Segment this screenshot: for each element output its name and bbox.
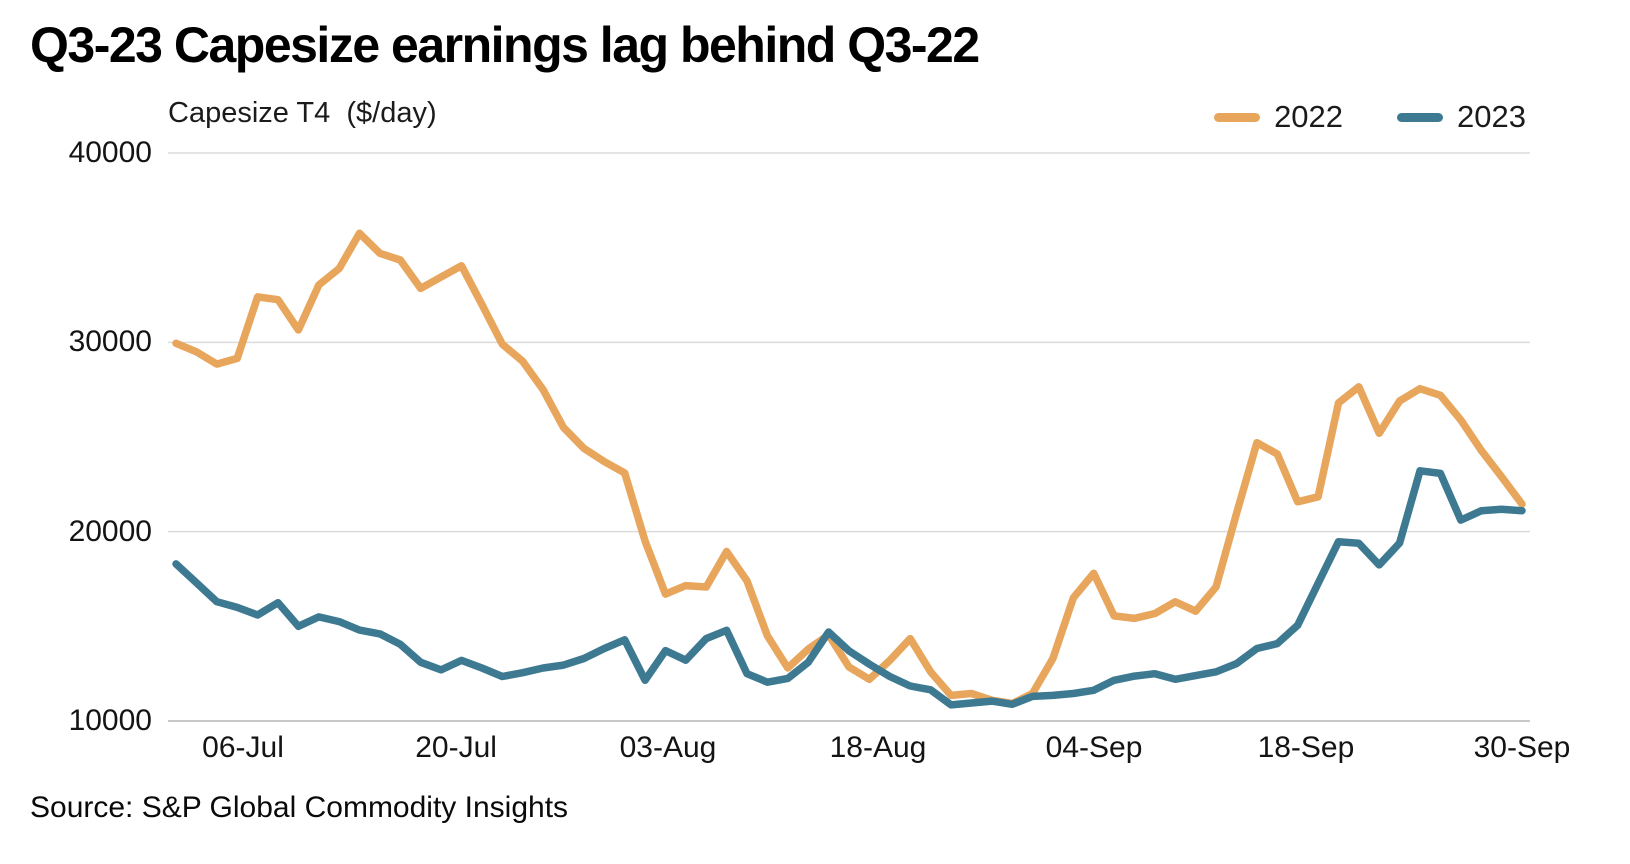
x-tick-label-06-Jul: 06-Jul <box>202 731 284 764</box>
series-line-2022 <box>172 229 1526 708</box>
legend: 2022 2023 <box>1214 94 1526 140</box>
x-tick-label-20-Jul: 20-Jul <box>415 731 497 764</box>
legend-label-2022: 2022 <box>1274 99 1344 134</box>
x-tick-label-04-Sep: 04-Sep <box>1045 731 1143 764</box>
x-tick-label-18-Sep: 18-Sep <box>1257 731 1355 764</box>
x-tick-label-30-Sep: 30-Sep <box>1473 731 1571 764</box>
y-tick-label-40000: 40000 <box>68 136 152 169</box>
y-tick-label-20000: 20000 <box>68 514 152 548</box>
x-tick-label-03-Aug: 03-Aug <box>619 731 717 764</box>
y-tick-label-10000: 10000 <box>68 704 152 737</box>
chart-title: Q3-23 Capesize earnings lag behind Q3-22 <box>30 17 980 73</box>
series-line-2023 <box>172 467 1526 709</box>
x-tick-label-18-Aug: 18-Aug <box>829 731 927 764</box>
legend-swatch-2022 <box>1214 112 1261 122</box>
legend-swatch-2023 <box>1397 112 1444 122</box>
y-tick-label-30000: 30000 <box>68 325 152 359</box>
legend-item-2023: 2023 <box>1397 99 1526 135</box>
legend-label-2023: 2023 <box>1457 99 1526 134</box>
legend-item-2022: 2022 <box>1214 99 1343 135</box>
y-axis-title: Capesize T4 ($/day) <box>168 97 437 129</box>
source-note: Source: S&P Global Commodity Insights <box>30 791 569 824</box>
